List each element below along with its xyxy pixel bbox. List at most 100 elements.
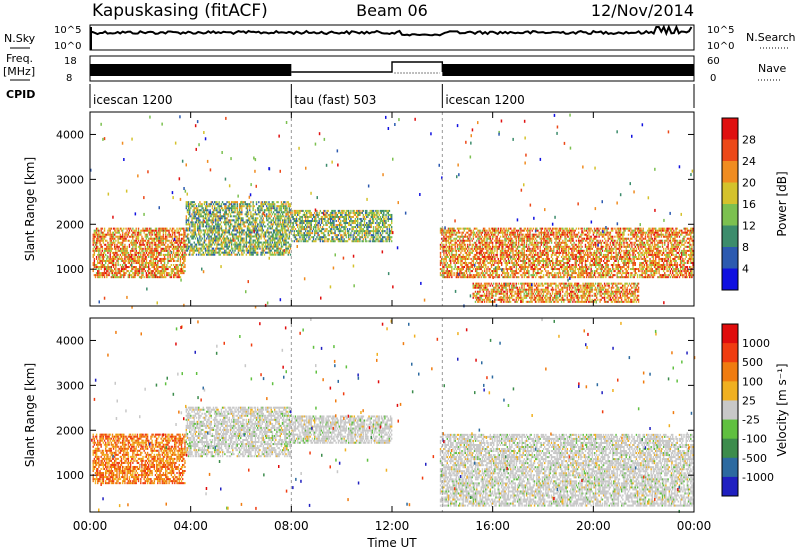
range-gate-cell [478,272,480,275]
range-gate-cell [242,231,244,234]
range-gate-cell [273,253,276,256]
range-gate-cell [177,259,179,262]
range-gate-cell [162,276,165,279]
range-gate-cell [288,231,291,234]
range-gate-cell [160,272,162,275]
range-gate-cell [189,223,191,226]
range-gate-cell [199,229,201,232]
range-gate-cell [99,249,101,252]
range-gate-cell [510,247,512,250]
range-gate-cell [217,215,219,218]
range-gate-cell [462,247,464,250]
range-gate-cell [245,239,248,242]
range-gate-cell [227,219,229,222]
range-gate-cell [286,211,288,214]
range-gate-cell [268,211,270,214]
range-gate-cell [142,264,144,267]
range-gate-cell [187,233,190,236]
range-gate-cell [249,231,251,234]
range-gate-cell [320,222,323,225]
range-gate-cell [287,229,289,232]
range-gate-cell [114,237,116,240]
range-gate-cell [443,249,445,252]
range-gate-cell [166,245,168,248]
range-gate-cell [328,217,331,220]
range-gate-cell [210,225,212,228]
range-gate-cell [459,270,461,273]
range-gate-cell [285,221,287,224]
range-gate-cell [208,225,210,228]
range-gate-cell [459,274,461,277]
range-gate-cell [252,241,254,244]
range-gate-cell [211,247,214,250]
freq-label-1: Freq. [6,52,33,65]
range-gate-cell [193,245,195,248]
range-gate-cell [378,226,380,229]
range-gate-cell [456,268,459,271]
range-gate-cell [471,239,473,242]
range-gate-cell [225,229,227,232]
range-gate-cell [180,266,183,269]
range-gate-cell [503,276,505,279]
range-gate-cell [137,237,140,240]
freq-step-line [291,61,444,73]
range-gate-cell [462,227,464,230]
range-gate-cell [288,249,291,252]
range-gate-cell [380,234,383,237]
range-gate-cell [101,247,103,250]
range-gate-cell [273,205,276,208]
range-gate-cell [264,241,267,244]
range-gate-cell [133,231,135,234]
range-gate-cell [495,243,497,246]
range-gate-cell [211,219,214,222]
range-gate-cell [112,241,115,244]
range-gate-cell [102,266,105,269]
range-gate-cell [388,234,391,237]
range-gate-cell [476,247,478,250]
range-gate-cell [511,233,513,236]
range-gate-cell [261,213,263,216]
range-gate-cell [227,253,229,256]
range-gate-cell [167,261,169,265]
range-gate-cell [467,237,469,240]
range-gate-cell [357,240,359,243]
range-gate-cell [132,266,134,269]
range-gate-cell [189,251,191,254]
range-gate-cell [116,259,118,262]
range-gate-cell [116,227,118,230]
range-gate-cell [225,243,227,246]
range-gate-cell [324,240,326,243]
range-gate-cell [225,245,227,248]
range-gate-cell [212,227,215,230]
noise-trace [89,24,693,50]
range-gate-cell [444,264,446,267]
range-gate-cell [199,209,201,212]
range-gate-cell [327,238,329,241]
range-gate-cell [318,222,320,225]
range-gate-cell [271,237,274,240]
range-gate-cell [442,276,444,279]
range-gate-cell [468,251,470,254]
range-gate-cell [470,264,472,267]
range-gate-cell [483,245,486,248]
range-gate-cell [455,272,458,275]
range-gate-cell [202,207,205,210]
range-gate-cell [315,228,317,231]
range-gate-cell [389,215,392,218]
range-gate-cell [207,231,209,234]
range-gate-cell [285,209,287,212]
range-gate-cell [268,243,270,246]
range-gate-cell [496,239,498,242]
range-gate-cell [250,241,252,244]
range-gate-cell [452,233,454,236]
range-gate-cell [232,229,234,232]
range-gate-cell [275,243,277,246]
range-gate-cell [215,207,217,210]
range-gate-cell [333,220,335,223]
range-gate-cell [170,241,173,244]
range-gate-cell [443,251,445,254]
range-gate-cell [328,222,331,225]
range-gate-cell [204,205,207,208]
range-gate-cell [134,247,136,250]
range-gate-cell [154,272,157,275]
